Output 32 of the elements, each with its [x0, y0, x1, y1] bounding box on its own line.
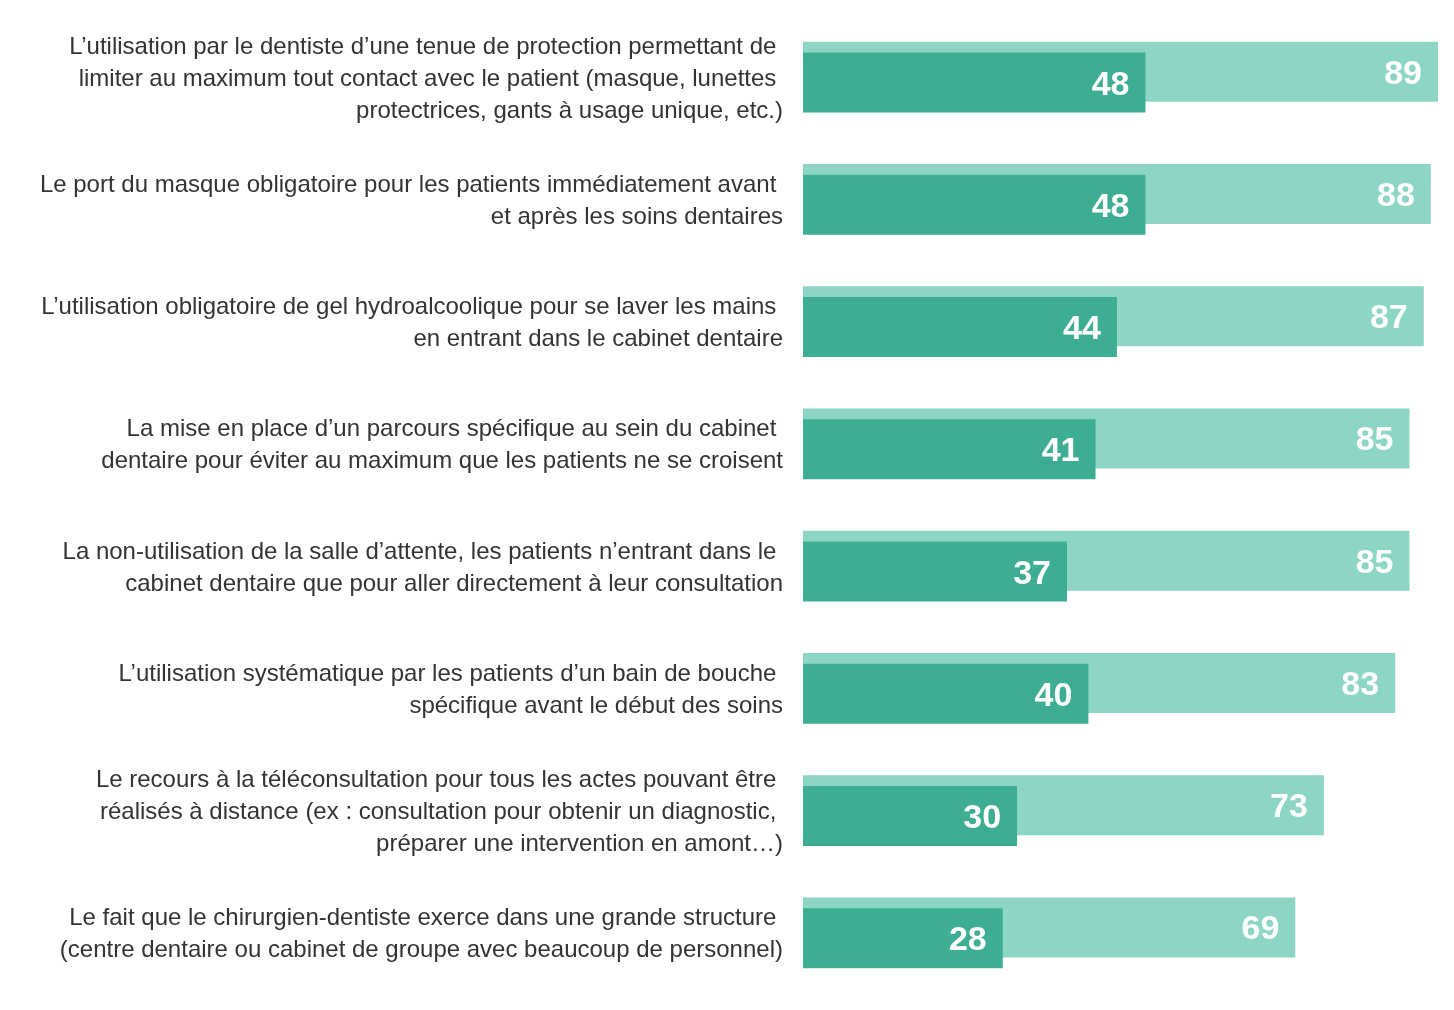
- y-tick-label: L’utilisation par le dentiste d’une tenue de protection permettant de limiter au maximum tout contact avec le patient (masque, lunettes protectrices, gants à usage unique, etc.): [69, 31, 783, 123]
- bar: [803, 419, 1096, 480]
- data-label: 88: [1377, 174, 1415, 213]
- data-label: 73: [1270, 786, 1308, 825]
- bar: [803, 541, 1067, 602]
- bar: [803, 663, 1089, 724]
- data-label: 48: [1091, 63, 1130, 102]
- y-tick-label: La non-utilisation de la salle d’attente, les patients n’entrant dans le cabinet dentaire que pour aller directement à leur consultation: [62, 536, 783, 596]
- y-tick-label: L’utilisation obligatoire de gel hydroalcoolique pour se laver les mains en entrant dans le cabinet dentaire: [41, 292, 783, 352]
- data-label: 30: [963, 797, 1002, 836]
- bar: [803, 908, 1003, 969]
- bar: [803, 786, 1018, 847]
- y-tick-label: Le fait que le chirurgien-dentiste exerce dans une grande structure (centre dentaire ou cabinet de groupe avec beaucoup de personnel): [59, 903, 783, 963]
- data-label: 89: [1384, 52, 1422, 91]
- data-label: 69: [1241, 908, 1280, 947]
- bar: [803, 174, 1146, 235]
- data-label: 44: [1063, 308, 1102, 347]
- y-tick-label: L’utilisation systématique par les patients d’un bain de bouche spécifique avant le début des soins: [118, 658, 783, 718]
- data-label: 37: [1013, 552, 1051, 591]
- data-label: 28: [948, 919, 987, 958]
- data-label: 83: [1341, 663, 1380, 702]
- data-label: 85: [1355, 541, 1394, 580]
- y-tick-label: La mise en place d’un parcours spécifique au sein du cabinet dentaire pour éviter au maximum que les patients ne se croisent: [101, 414, 784, 474]
- data-label: 41: [1041, 430, 1080, 469]
- data-label: 85: [1355, 419, 1394, 458]
- data-label: 40: [1034, 674, 1073, 713]
- bar: [803, 52, 1146, 113]
- y-tick-label: Le port du masque obligatoire pour les patients immédiatement avant et après les soins dentaires: [39, 169, 783, 229]
- data-label: 48: [1091, 185, 1130, 224]
- y-tick-label: Le recours à la téléconsultation pour tous les actes pouvant être réalisés à distance (ex : consultation pour obtenir un diagnostic, préparer une intervention en amont…): [95, 765, 783, 857]
- bar: [803, 297, 1117, 358]
- data-label: 87: [1369, 297, 1408, 336]
